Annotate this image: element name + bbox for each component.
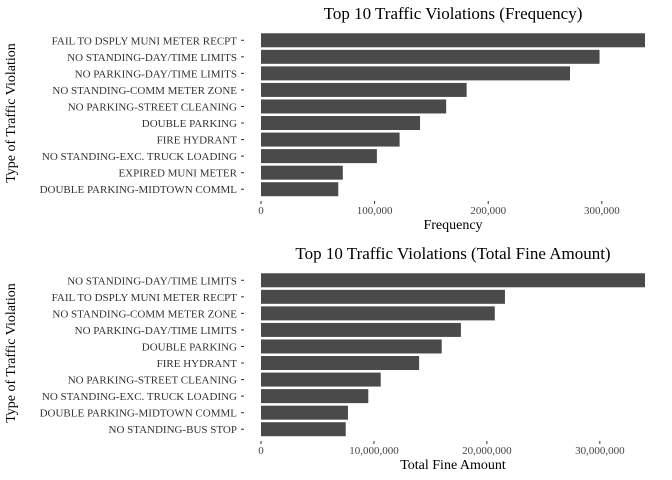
bar [261, 422, 346, 437]
y-tick-label: NO PARKING-DAY/TIME LIMITS [75, 68, 237, 80]
bar [261, 33, 645, 48]
bar [261, 99, 447, 114]
bar [261, 339, 442, 354]
y-tick-label: NO PARKING-STREET CLEANING [68, 375, 237, 387]
bar [261, 389, 369, 404]
x-axis-label: Total Fine Amount [400, 458, 506, 473]
bar [261, 182, 339, 197]
fine-amount-chart-plot: NO STANDING-DAY/TIME LIMITS FAIL TO DSPLY… [40, 273, 645, 457]
x-tick-label: 20,000,000 [462, 445, 512, 457]
bar [261, 322, 461, 337]
fine-amount-chart-panel: Top 10 Traffic Violations (Total Fine Am… [0, 240, 672, 480]
y-tick-label: DOUBLE PARKING [142, 118, 237, 130]
y-tick-label: FAIL TO DSPLY MUNI METER RECPT [52, 35, 238, 47]
x-tick-label: 30,000,000 [575, 445, 625, 457]
chart-title: Top 10 Traffic Violations (Frequency) [323, 4, 583, 23]
bar [261, 306, 495, 321]
x-tick-label: 10,000,000 [349, 445, 399, 457]
y-tick-label: NO PARKING-STREET CLEANING [68, 101, 237, 113]
bar [261, 372, 381, 387]
bar [261, 49, 600, 64]
x-tick-label: 0 [258, 205, 264, 217]
y-tick-label: DOUBLE PARKING [142, 341, 237, 353]
bar [261, 405, 348, 420]
y-tick-label: NO STANDING-COMM METER ZONE [52, 85, 237, 97]
bar [261, 132, 400, 147]
y-tick-label: NO STANDING-COMM METER ZONE [52, 308, 237, 320]
bar [261, 66, 571, 81]
y-tick-label: NO PARKING-DAY/TIME LIMITS [75, 325, 237, 337]
bar [261, 289, 505, 304]
x-tick-label: 300,000 [584, 205, 620, 217]
y-tick-label: NO STANDING-BUS STOP [109, 424, 238, 436]
y-tick-label: DOUBLE PARKING-MIDTOWN COMML [40, 408, 238, 420]
bar [261, 356, 420, 371]
x-tick-label: 0 [258, 445, 264, 457]
bar [261, 82, 467, 97]
bar [261, 273, 645, 288]
y-tick-label: NO STANDING-EXC. TRUCK LOADING [42, 391, 237, 403]
y-tick-label: FAIL TO DSPLY MUNI METER RECPT [52, 292, 238, 304]
y-tick-label: NO STANDING-DAY/TIME LIMITS [67, 52, 237, 64]
chart-title: Top 10 Traffic Violations (Total Fine Am… [295, 244, 611, 263]
y-axis-label: Type of Traffic Violation [4, 283, 19, 423]
y-tick-label: NO STANDING-EXC. TRUCK LOADING [42, 151, 237, 163]
y-tick-label: EXPIRED MUNI METER [118, 168, 237, 180]
y-tick-label: DOUBLE PARKING-MIDTOWN COMML [40, 184, 238, 196]
y-tick-label: FIRE HYDRANT [157, 358, 238, 370]
y-tick-label: FIRE HYDRANT [157, 135, 238, 147]
x-axis-label: Frequency [423, 218, 483, 233]
y-axis-label: Type of Traffic Violation [4, 43, 19, 183]
frequency-chart-plot: FAIL TO DSPLY MUNI METER RECPT NO STANDIN… [40, 33, 645, 217]
y-tick-label: NO STANDING-DAY/TIME LIMITS [67, 275, 237, 287]
frequency-chart-panel: Top 10 Traffic Violations (Frequency) FA… [4, 4, 645, 233]
bar [261, 165, 343, 180]
x-tick-label: 200,000 [470, 205, 506, 217]
bar [261, 149, 377, 164]
bar [261, 116, 421, 131]
x-tick-label: 100,000 [357, 205, 393, 217]
